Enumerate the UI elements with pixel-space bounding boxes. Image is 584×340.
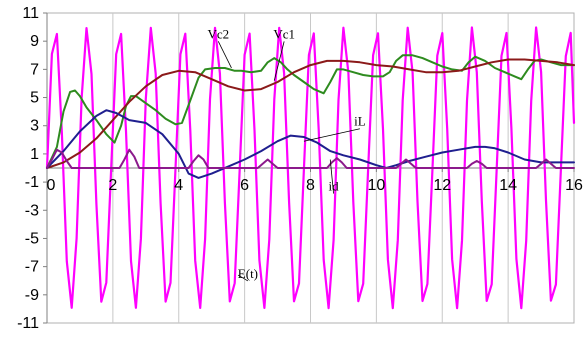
- y-tick-label: 11: [22, 5, 39, 22]
- y-tick-label: 1: [30, 146, 39, 163]
- y-tick-label: -7: [25, 259, 39, 276]
- series-line-id: [46, 148, 575, 169]
- y-tick-label: -9: [25, 287, 39, 304]
- x-tick-label: 4: [174, 177, 183, 194]
- series-line-vc1: [46, 58, 575, 169]
- annotation-leader: [217, 41, 232, 69]
- y-tick-label: 5: [30, 90, 39, 107]
- x-tick-label: 0: [47, 177, 56, 194]
- x-tick-label: 2: [108, 177, 117, 194]
- annotation-leader: [237, 274, 249, 282]
- y-tick-label: 9: [30, 33, 39, 50]
- annotation-label: E(t): [238, 266, 258, 281]
- x-tick-label: 6: [240, 177, 249, 194]
- x-tick-label: 14: [499, 177, 517, 194]
- y-tick-label: -5: [25, 230, 39, 247]
- annotation-label: id: [328, 179, 339, 194]
- annotation-label: Vc2: [207, 26, 229, 41]
- annotation-label: iL: [354, 114, 366, 129]
- y-tick-label: -3: [25, 202, 39, 219]
- tick-labels: 11 9 7 5 3 1 -1 -3 -5 -7 -9 -11 0 2 4 6 8 10 12 14 16: [17, 5, 583, 332]
- x-tick-label: 16: [565, 177, 583, 194]
- y-tick-label: -11: [17, 315, 39, 332]
- x-tick-label: 12: [433, 177, 451, 194]
- y-tick-label: -1: [25, 174, 39, 191]
- x-tick-label: 10: [367, 177, 385, 194]
- annotation-leader: [329, 159, 334, 194]
- y-tick-label: 7: [30, 61, 39, 78]
- annotation-leader: [273, 41, 285, 81]
- annotations: Vc2 Vc1 iL id E(t): [207, 26, 366, 282]
- annotation-label: Vc1: [273, 26, 295, 41]
- x-tick-label: 8: [306, 177, 315, 194]
- series-line-vc2: [46, 54, 575, 169]
- series-line-et: [45, 26, 576, 310]
- y-tick-label: 3: [30, 118, 39, 135]
- annotation-leader: [303, 128, 360, 142]
